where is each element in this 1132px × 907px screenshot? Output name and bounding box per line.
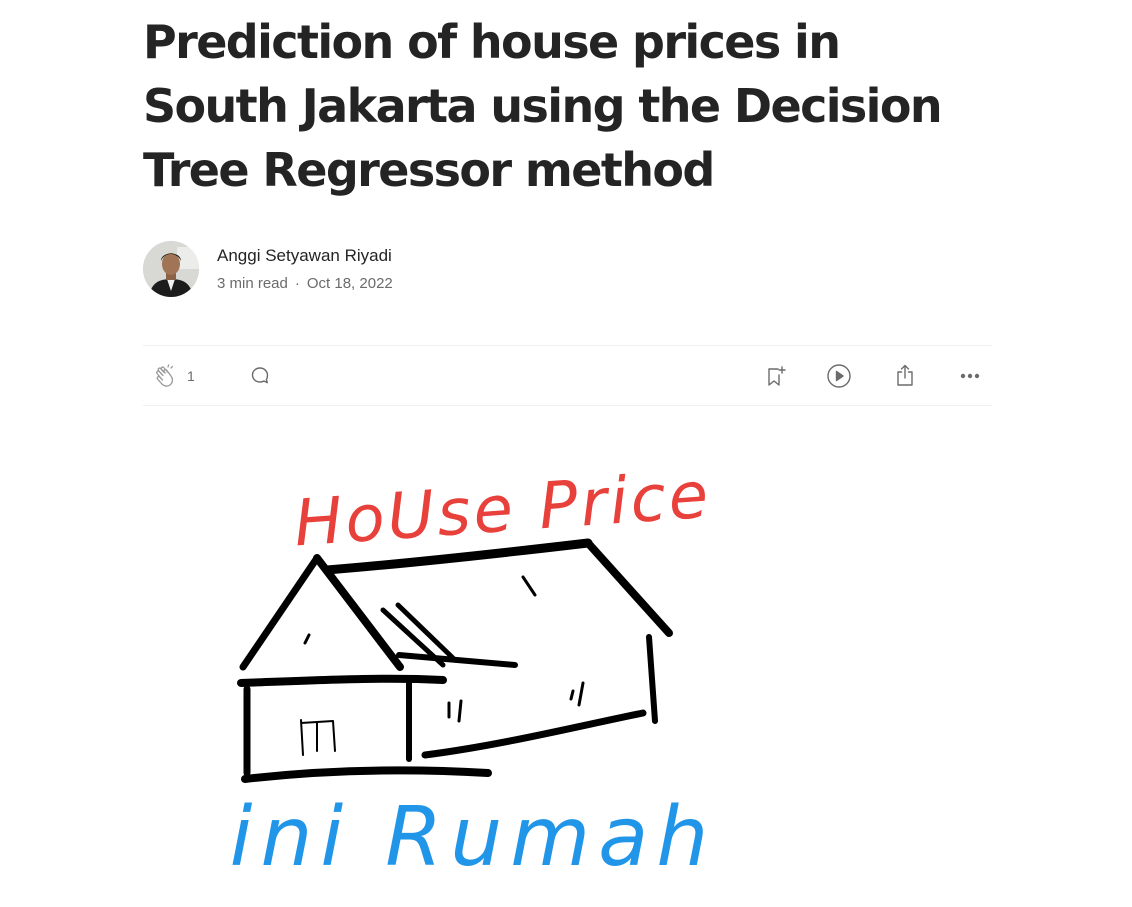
hero-bottom-text: ini Rumah (230, 790, 717, 885)
author-avatar[interactable] (143, 241, 199, 297)
save-button[interactable] (763, 363, 789, 389)
article: Prediction of house prices in South Jaka… (143, 0, 992, 907)
byline: Anggi Setyawan Riyadi 3 min read · Oct 18,… (143, 241, 393, 297)
respond-button[interactable] (247, 363, 273, 389)
share-button[interactable] (892, 363, 918, 389)
clap-button[interactable]: 1 (153, 363, 195, 389)
clap-icon (153, 363, 179, 389)
publish-date: Oct 18, 2022 (306, 274, 393, 292)
more-button[interactable] (957, 363, 983, 389)
more-icon (957, 363, 983, 389)
avatar-image (143, 241, 199, 297)
listen-button[interactable] (826, 363, 852, 389)
clap-count: 1 (187, 368, 195, 384)
house-icon (237, 538, 673, 783)
house-price-illustration: HoUse Price (143, 455, 992, 907)
bookmark-add-icon (763, 363, 789, 389)
author-name[interactable]: Anggi Setyawan Riyadi (217, 245, 392, 265)
article-meta: 3 min read · Oct 18, 2022 (217, 274, 393, 294)
share-icon (892, 363, 918, 389)
hero-image: HoUse Price (143, 455, 992, 907)
action-bar: 1 (143, 345, 992, 406)
article-title: Prediction of house prices in South Jaka… (143, 15, 943, 197)
read-time: 3 min read (217, 274, 288, 292)
byline-meta: Anggi Setyawan Riyadi 3 min read · Oct 18,… (217, 245, 393, 294)
meta-separator: · (294, 274, 300, 292)
play-icon (826, 363, 852, 389)
comment-icon (247, 363, 273, 389)
